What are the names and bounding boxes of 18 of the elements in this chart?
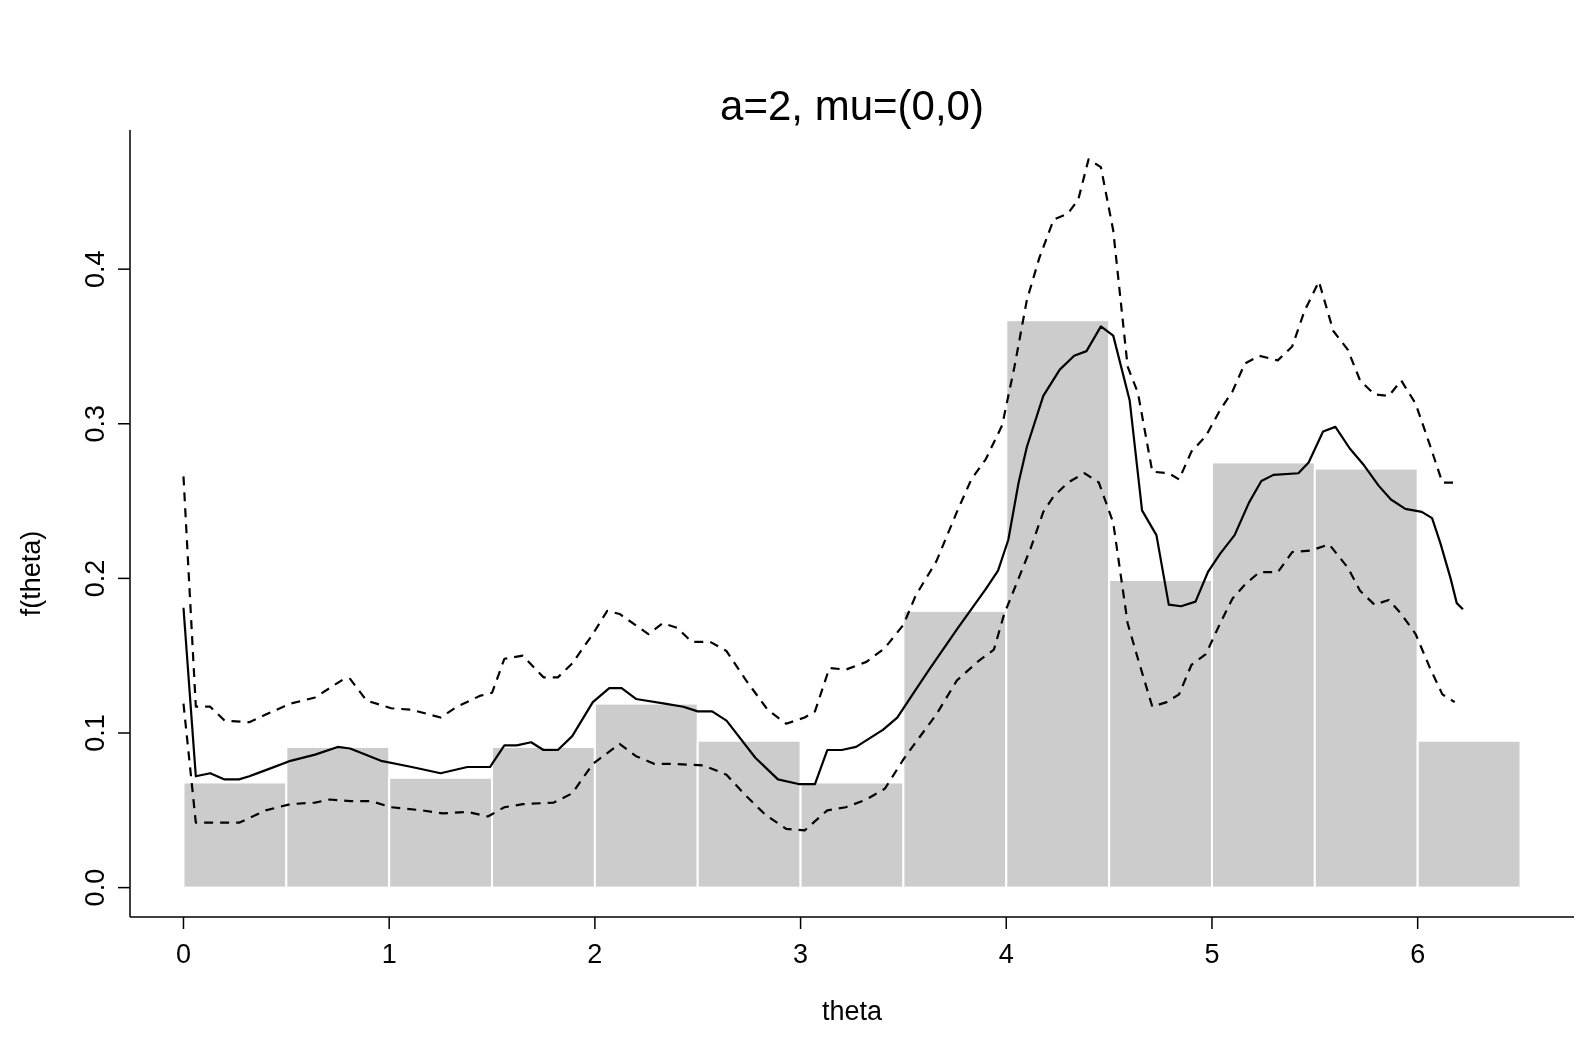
chart-title: a=2, mu=(0,0) <box>720 82 984 129</box>
y-tick-label: 0.0 <box>80 868 110 907</box>
y-tick-label: 0.4 <box>80 250 110 288</box>
x-tick-label: 6 <box>1410 939 1426 969</box>
line-series <box>182 472 1456 832</box>
y-tick-label: 0.2 <box>80 559 110 598</box>
x-tick-label: 0 <box>175 939 191 969</box>
x-tick-label: 4 <box>998 939 1014 969</box>
x-tick-label: 1 <box>381 939 397 969</box>
x-tick-label: 5 <box>1204 939 1220 969</box>
y-tick-label: 0.1 <box>80 714 110 752</box>
y-tick-label: 0.3 <box>80 405 110 443</box>
x-axis-title: theta <box>821 996 883 1026</box>
line-series <box>182 158 1456 725</box>
x-tick-label: 2 <box>587 939 603 969</box>
line-series <box>182 325 1465 786</box>
x-tick-label: 3 <box>793 939 809 969</box>
y-axis-title: f(theta) <box>16 530 46 617</box>
